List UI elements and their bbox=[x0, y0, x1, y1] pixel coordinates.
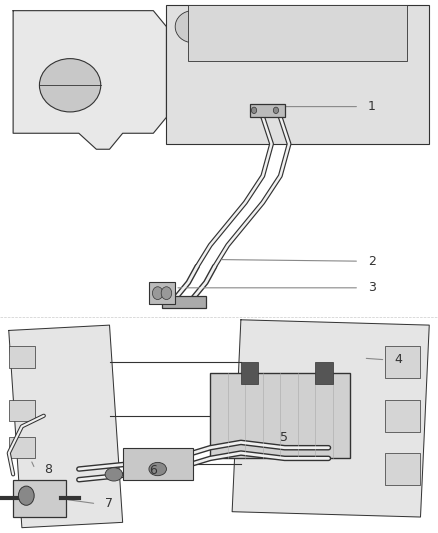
Ellipse shape bbox=[105, 468, 123, 481]
Bar bbox=[162, 296, 206, 308]
Bar bbox=[149, 282, 175, 304]
Bar bbox=[250, 104, 285, 117]
Bar bbox=[315, 362, 333, 384]
Bar bbox=[188, 5, 407, 61]
Ellipse shape bbox=[39, 59, 101, 112]
Polygon shape bbox=[9, 325, 123, 528]
Bar bbox=[123, 448, 193, 480]
Bar bbox=[385, 453, 420, 485]
Text: 5: 5 bbox=[280, 431, 288, 443]
Polygon shape bbox=[13, 11, 166, 149]
Bar bbox=[210, 373, 350, 458]
Circle shape bbox=[273, 107, 279, 114]
Text: 7: 7 bbox=[105, 497, 113, 510]
Bar bbox=[385, 346, 420, 378]
Circle shape bbox=[152, 287, 163, 300]
Bar bbox=[241, 362, 258, 384]
Text: 4: 4 bbox=[394, 353, 402, 366]
Polygon shape bbox=[232, 320, 429, 517]
Ellipse shape bbox=[228, 11, 263, 43]
Text: 3: 3 bbox=[368, 281, 376, 294]
Circle shape bbox=[161, 287, 172, 300]
Bar bbox=[166, 5, 429, 144]
Ellipse shape bbox=[280, 11, 315, 43]
Text: 8: 8 bbox=[44, 463, 52, 475]
Bar bbox=[385, 400, 420, 432]
Circle shape bbox=[18, 486, 34, 505]
Bar bbox=[13, 480, 66, 517]
Ellipse shape bbox=[333, 11, 368, 43]
Text: 1: 1 bbox=[368, 100, 376, 113]
Bar bbox=[9, 346, 35, 368]
Text: 6: 6 bbox=[149, 464, 157, 477]
Ellipse shape bbox=[149, 463, 166, 476]
Ellipse shape bbox=[175, 11, 210, 43]
Bar bbox=[9, 437, 35, 458]
Circle shape bbox=[251, 107, 257, 114]
Text: 2: 2 bbox=[368, 255, 376, 268]
Bar bbox=[9, 400, 35, 421]
